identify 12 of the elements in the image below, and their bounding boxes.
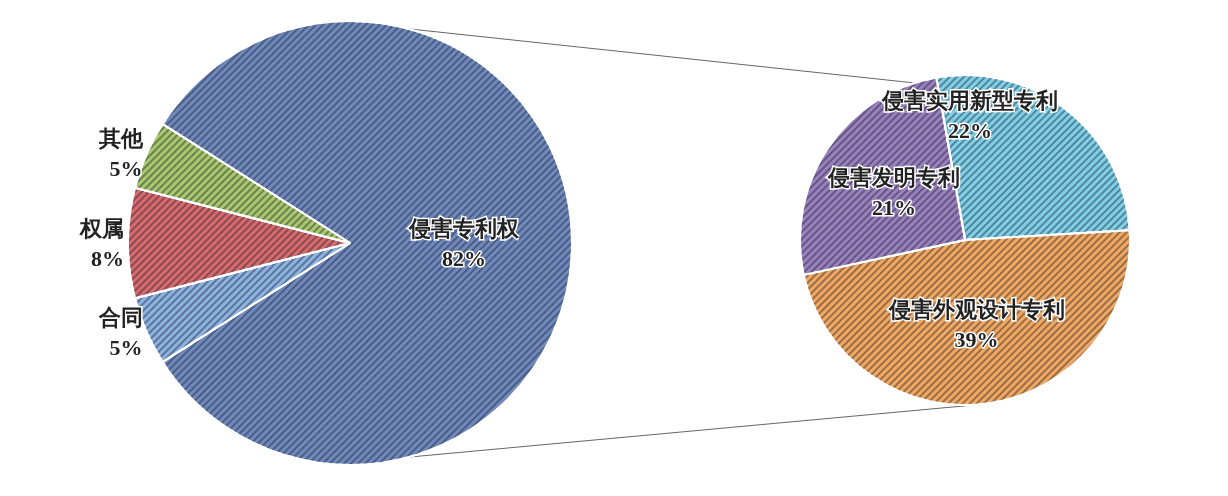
data-label: 8% xyxy=(91,245,124,271)
data-label: 5% xyxy=(109,155,143,181)
slice-label: 侵害外观设计专利 xyxy=(887,297,1065,323)
slice-label: 合同 xyxy=(97,305,143,331)
slice-label: 其他 xyxy=(97,125,144,151)
data-label: 22% xyxy=(948,117,992,143)
slice-label: 权属 xyxy=(79,215,124,241)
data-label: 39% xyxy=(954,327,999,353)
data-label: 21% xyxy=(872,194,917,220)
data-label: 5% xyxy=(109,335,143,361)
data-label: 82% xyxy=(442,245,486,271)
slice-label: 侵害专利权 xyxy=(408,215,520,241)
